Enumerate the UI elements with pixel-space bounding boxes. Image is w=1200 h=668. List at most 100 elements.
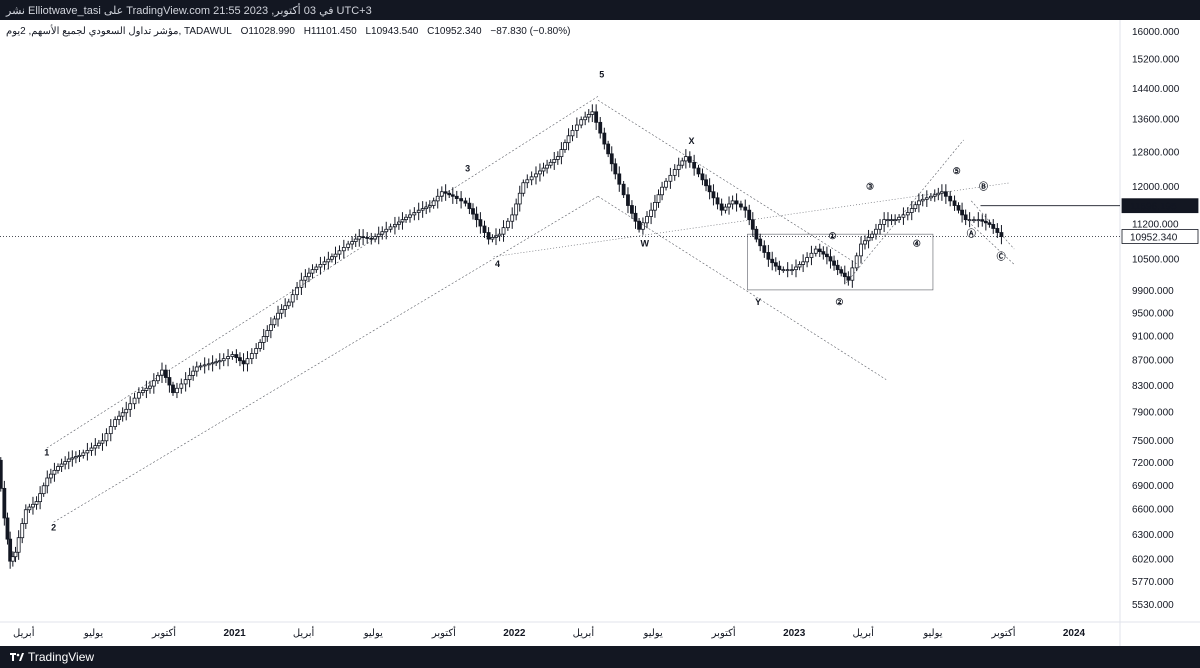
candle-body: [976, 219, 981, 222]
candle-body: [832, 260, 836, 266]
candle-body: [241, 360, 246, 365]
candle-body: [307, 272, 311, 278]
candle-body: [66, 458, 71, 462]
candle-body: [870, 233, 875, 238]
candle-body: [279, 309, 284, 314]
candle-body: [909, 208, 914, 213]
candle-body: [805, 257, 810, 263]
candle-body: [132, 397, 137, 405]
candle-body: [276, 312, 280, 320]
candle-body: [676, 164, 681, 170]
wave-label: ①: [828, 231, 836, 241]
candle-body: [541, 167, 546, 172]
candle-body: [230, 354, 235, 357]
wave-label: Ⓑ: [979, 180, 988, 191]
candle-body: [290, 294, 295, 303]
candle-body: [766, 252, 771, 260]
candle-body: [809, 252, 814, 258]
candle-body: [747, 209, 752, 221]
candle-body: [696, 167, 701, 175]
candle-body: [609, 153, 614, 165]
candle-body: [258, 342, 263, 349]
candle-body: [905, 212, 910, 216]
candle-body: [501, 227, 506, 235]
candle-body: [664, 180, 668, 188]
candle-body: [59, 463, 64, 467]
candle-body: [514, 203, 519, 216]
chart-area[interactable]: 16000.000 15200.000 14400.000 13600.000 1280…: [0, 20, 1200, 646]
candle-body: [350, 241, 355, 245]
candle-body: [333, 253, 338, 258]
wave-label: 4: [495, 259, 500, 269]
legend-change: −87.830 (−0.80%): [490, 26, 571, 37]
time-tick-label: 2024: [1063, 628, 1086, 639]
time-tick-label: أكتوبر: [990, 626, 1015, 639]
candle-body: [471, 208, 475, 215]
candle-body: [563, 142, 567, 151]
candle-body: [617, 173, 622, 185]
time-tick-label: أكتوبر: [151, 626, 176, 639]
candle-body: [2, 487, 7, 519]
candle-body: [630, 205, 634, 214]
candle-body: [81, 452, 86, 456]
candle-body: [10, 556, 15, 562]
candle-body: [318, 264, 323, 268]
candle-body: [680, 160, 685, 166]
candle-body: [687, 156, 692, 163]
time-tick-label: أبريل: [293, 626, 315, 639]
candle-body: [96, 442, 101, 446]
candle-body: [63, 461, 68, 465]
wave-label: ④: [913, 239, 921, 249]
wave-label: Y: [755, 297, 761, 307]
candle-body: [160, 369, 164, 376]
candle-body: [777, 265, 782, 271]
candle-body: [863, 240, 867, 245]
price-tick-label: 14400.000: [1132, 84, 1180, 95]
candle-body: [171, 384, 175, 394]
price-label: 10952.340: [1130, 233, 1178, 244]
time-tick-label: يوليو: [922, 628, 942, 639]
candle-body: [897, 216, 901, 221]
candle-body: [226, 356, 230, 360]
price-label-box: [1121, 198, 1199, 214]
legend: مؤشر تداول السعودي لجميع الأسهم, 2يوم, T…: [6, 26, 576, 37]
consolidation-box: [747, 233, 934, 291]
candle-body: [424, 206, 429, 210]
candle-body: [586, 114, 591, 118]
candle-body: [70, 457, 75, 460]
candle-body: [929, 195, 933, 199]
candle-body: [656, 194, 661, 203]
candle-body: [48, 473, 53, 479]
candle-body: [850, 267, 855, 281]
candle-body: [980, 219, 985, 222]
candle-body: [322, 261, 327, 265]
price-tick-label: 13600.000: [1132, 115, 1180, 126]
candle-body: [598, 121, 603, 134]
correction-upper-line: [971, 200, 1015, 250]
time-tick-label: أبريل: [573, 626, 595, 639]
candle-body: [450, 194, 455, 197]
time-tick-label: أكتوبر: [711, 626, 736, 639]
candle-body: [73, 456, 78, 459]
candle-body: [719, 203, 724, 211]
wave-label: ⑤: [953, 166, 961, 176]
price-tick-label: 5530.000: [1132, 600, 1174, 611]
candle-body: [570, 129, 575, 137]
candle-body: [711, 191, 716, 199]
candle-body: [52, 469, 57, 475]
candle-body: [893, 219, 898, 222]
candle-body: [156, 374, 160, 382]
price-tick-label: 9500.000: [1132, 308, 1174, 319]
price-tick-label: 16000.000: [1132, 27, 1180, 38]
candle-body: [846, 276, 851, 281]
wave-label: 2: [51, 523, 56, 533]
candle-body: [0, 459, 3, 489]
candle-body: [245, 358, 250, 365]
candle-body: [221, 358, 226, 362]
candle-body: [801, 261, 806, 265]
legend-open: O11028.990: [240, 26, 295, 37]
footer-brand: TradingView: [28, 650, 95, 664]
chart-canvas[interactable]: 16000.000 15200.000 14400.000 13600.000 1280…: [0, 20, 1200, 646]
candle-body: [369, 237, 374, 240]
candle-body: [194, 366, 199, 372]
